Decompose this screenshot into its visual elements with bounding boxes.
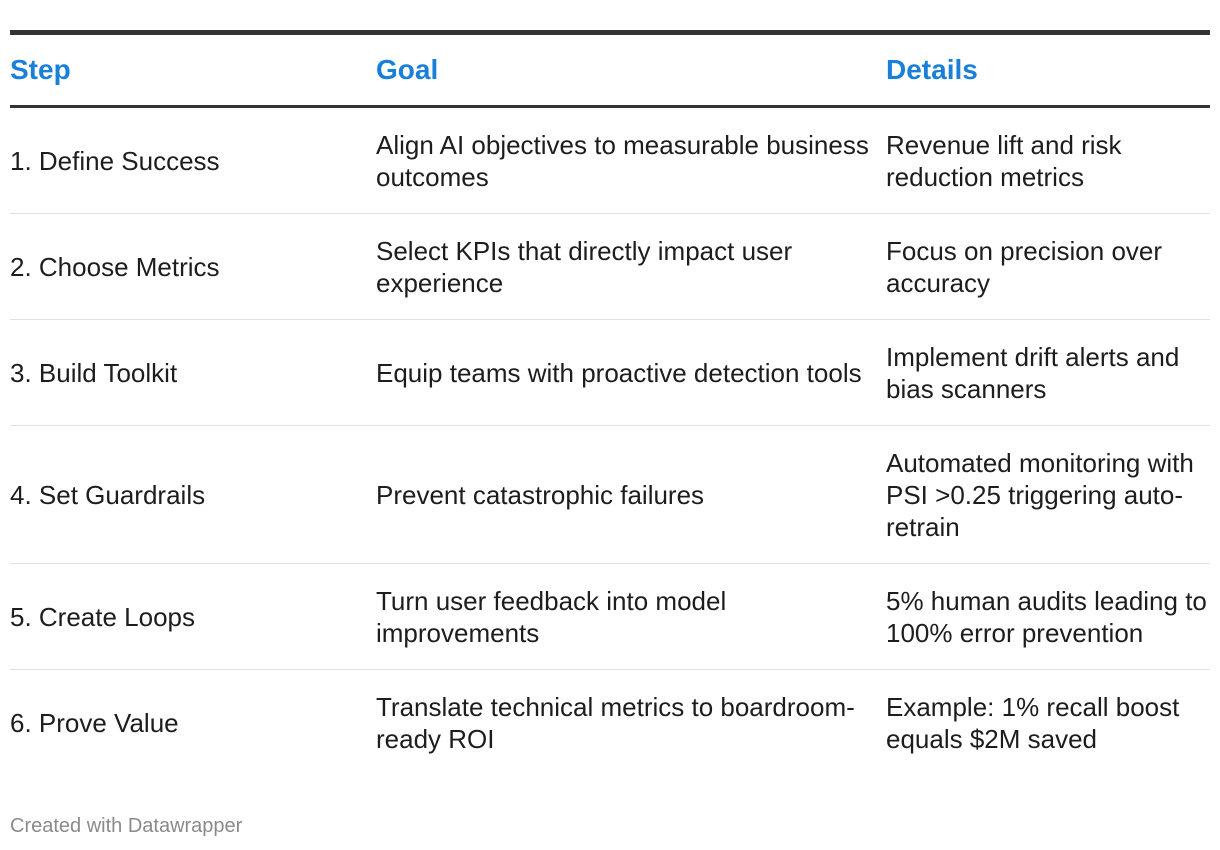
cell-goal: Prevent catastrophic failures: [376, 425, 886, 564]
footer-credit[interactable]: Created with Datawrapper: [10, 815, 243, 837]
table-top-rule: [10, 30, 1210, 35]
table-row: 5. Create Loops Turn user feedback into …: [10, 563, 1210, 670]
column-header-step[interactable]: Step: [10, 35, 376, 108]
data-table: Step Goal Details 1. Define Success Alig…: [10, 35, 1210, 775]
cell-step: 3. Build Toolkit: [10, 319, 376, 426]
cell-details: Implement drift alerts and bias scanners: [886, 319, 1210, 426]
table-row: 6. Prove Value Translate technical metri…: [10, 670, 1210, 776]
cell-goal: Align AI objectives to measurable busine…: [376, 106, 886, 214]
cell-details: 5% human audits leading to 100% error pr…: [886, 563, 1210, 670]
cell-step: 4. Set Guardrails: [10, 425, 376, 564]
cell-step: 5. Create Loops: [10, 563, 376, 670]
table-row: 1. Define Success Align AI objectives to…: [10, 106, 1210, 214]
table-row: 2. Choose Metrics Select KPIs that direc…: [10, 213, 1210, 320]
cell-details: Automated monitoring with PSI >0.25 trig…: [886, 425, 1210, 564]
cell-goal: Equip teams with proactive detection too…: [376, 319, 886, 426]
cell-goal: Translate technical metrics to boardroom…: [376, 691, 855, 754]
table-header-row: Step Goal Details: [10, 35, 1210, 108]
table-row: 3. Build Toolkit Equip teams with proact…: [10, 319, 1210, 426]
column-header-details[interactable]: Details: [886, 35, 1210, 108]
cell-step: 6. Prove Value: [10, 707, 179, 738]
cell-details: Example: 1% recall boost equals $2M save…: [886, 691, 1180, 754]
cell-goal: Select KPIs that directly impact user ex…: [376, 213, 886, 320]
cell-step: 1. Define Success: [10, 106, 376, 214]
cell-details: Focus on precision over accuracy: [886, 213, 1210, 320]
cell-details: Revenue lift and risk reduction metrics: [886, 106, 1210, 214]
column-header-goal[interactable]: Goal: [376, 35, 886, 108]
cell-goal: Turn user feedback into model improvemen…: [376, 563, 886, 670]
table-row: 4. Set Guardrails Prevent catastrophic f…: [10, 425, 1210, 564]
data-table-container: Step Goal Details 1. Define Success Alig…: [10, 30, 1210, 775]
cell-step: 2. Choose Metrics: [10, 213, 376, 320]
